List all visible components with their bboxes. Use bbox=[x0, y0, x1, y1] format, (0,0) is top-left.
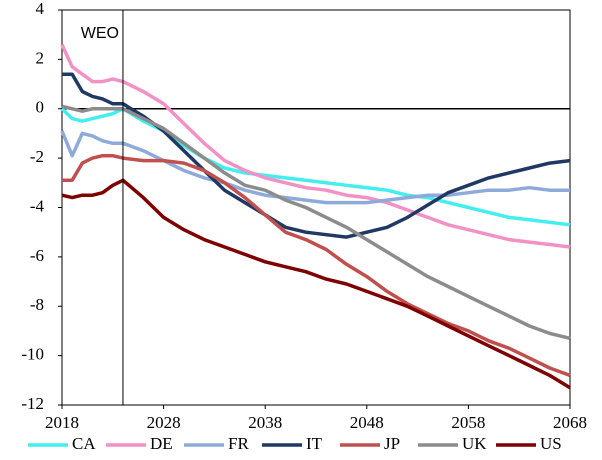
x-tick-label: 2038 bbox=[248, 413, 282, 432]
legend-label: CA bbox=[72, 434, 96, 453]
y-tick-label: -10 bbox=[21, 345, 44, 364]
legend-label: DE bbox=[150, 434, 173, 453]
y-tick-label: 0 bbox=[36, 98, 45, 117]
plot-frame bbox=[61, 9, 571, 406]
y-tick-label: -2 bbox=[30, 147, 44, 166]
annotation-label: WEO bbox=[81, 25, 119, 42]
series-line bbox=[61, 178, 571, 390]
series-line bbox=[62, 72, 571, 239]
x-tick-label: 2018 bbox=[45, 413, 79, 432]
legend-label: JP bbox=[384, 434, 400, 453]
series-line bbox=[60, 130, 570, 205]
series-line bbox=[60, 107, 571, 227]
legend-label: US bbox=[540, 434, 562, 453]
y-tick-label: -6 bbox=[30, 246, 44, 265]
x-tick-label: 2058 bbox=[451, 413, 485, 432]
x-tick-label: 2068 bbox=[553, 413, 587, 432]
y-tick-label: 4 bbox=[36, 0, 45, 18]
series-line bbox=[60, 43, 571, 249]
series-line bbox=[61, 104, 571, 341]
series-line bbox=[62, 153, 571, 378]
y-tick-label: 2 bbox=[36, 48, 45, 67]
y-tick-label: -8 bbox=[30, 295, 44, 314]
y-tick-label: -12 bbox=[21, 394, 44, 413]
x-tick-label: 2028 bbox=[147, 413, 181, 432]
legend-label: UK bbox=[462, 434, 487, 453]
x-tick-label: 2048 bbox=[350, 413, 384, 432]
y-tick-label: -4 bbox=[30, 196, 45, 215]
legend-label: FR bbox=[228, 434, 249, 453]
legend-label: IT bbox=[306, 434, 323, 453]
